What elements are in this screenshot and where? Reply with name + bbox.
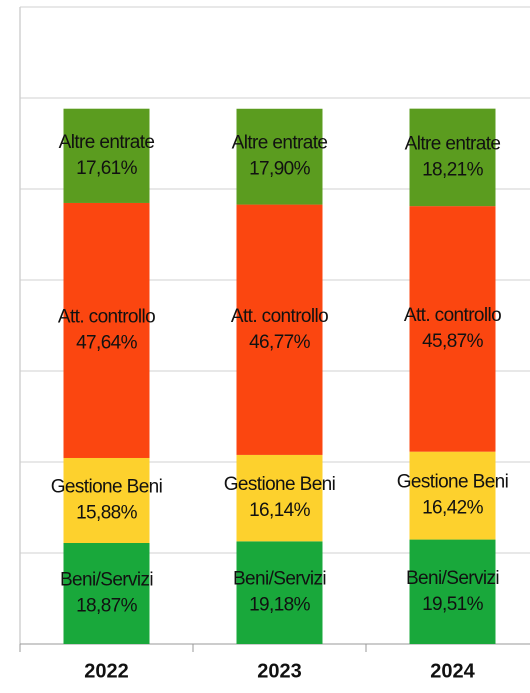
bar-segment (409, 539, 496, 644)
segment-name: Att. controllo (231, 306, 328, 327)
segment-name: Altre entrate (59, 132, 155, 153)
data-label: 16,42% (422, 498, 484, 519)
data-label: 16,14% (249, 500, 311, 521)
data-label: 17,90% (249, 159, 311, 180)
data-label: 47,64% (76, 332, 138, 353)
data-label: 17,61% (76, 158, 138, 179)
segment-name: Att. controllo (404, 305, 501, 326)
bar-segment (236, 108, 323, 205)
bar-segment (236, 204, 323, 455)
bar-segment (63, 202, 150, 458)
data-label: 19,18% (249, 595, 311, 616)
bar-segment (409, 108, 496, 207)
segment-name: Att. controllo (58, 306, 155, 327)
x-tick-label: 2022 (84, 660, 129, 682)
data-label: 19,51% (422, 594, 484, 615)
bar-segment (63, 542, 150, 644)
data-label: 18,21% (422, 159, 484, 180)
bar-segment (236, 541, 323, 644)
x-tick-label: 2024 (430, 660, 475, 682)
data-label: 15,88% (76, 503, 138, 524)
bar-segment (409, 206, 496, 452)
segment-name: Altre entrate (405, 133, 501, 154)
bar-segment (236, 454, 323, 542)
segment-name: Altre entrate (232, 133, 328, 154)
segment-name: Gestione Beni (224, 474, 336, 495)
bar-segment (63, 457, 150, 543)
data-label: 18,87% (76, 596, 138, 617)
segment-name: Gestione Beni (51, 477, 163, 498)
bar-segment (63, 108, 150, 203)
segment-name: Beni/Servizi (60, 570, 153, 591)
x-tick-label: 2023 (257, 660, 302, 682)
segment-name: Gestione Beni (397, 472, 509, 493)
segment-name: Beni/Servizi (233, 569, 326, 590)
segment-name: Beni/Servizi (406, 568, 499, 589)
data-label: 46,77% (249, 332, 311, 353)
bar-segment (409, 451, 496, 540)
data-label: 45,87% (422, 331, 484, 352)
